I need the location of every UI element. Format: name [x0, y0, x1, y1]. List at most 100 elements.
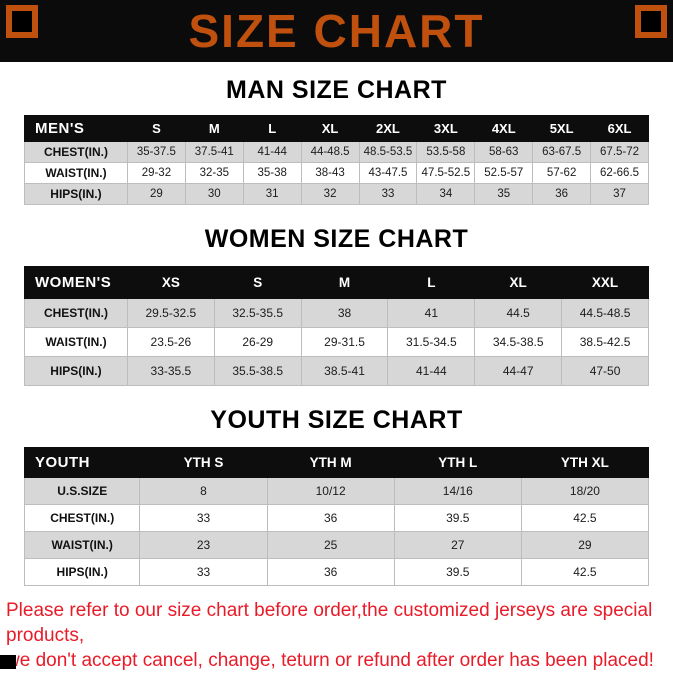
- size-value-cell: 31: [242, 183, 302, 205]
- table-row: HIPS(IN.) 33-35.5 35.5-38.5 38.5-41 41-44 44-…: [24, 356, 649, 386]
- measurement-label: HIPS(IN.): [24, 356, 128, 386]
- youth-section-heading: YOUTH SIZE CHART: [210, 406, 463, 434]
- size-value-cell: 34.5-38.5: [474, 327, 563, 357]
- size-value-cell: 29-32: [126, 162, 186, 184]
- size-header-cell: XXL: [561, 266, 649, 299]
- size-value-cell: 62-66.5: [590, 162, 649, 184]
- size-value-cell: 41: [387, 298, 476, 328]
- size-value-cell: 36: [532, 183, 592, 205]
- size-value-cell: 35.5-38.5: [213, 356, 302, 386]
- women-section-heading: WOMEN SIZE CHART: [204, 225, 469, 253]
- measurement-label: HIPS(IN.): [24, 183, 128, 205]
- size-value-cell: 27: [393, 531, 522, 559]
- table-row: CHEST(IN.) 29.5-32.5 32.5-35.5 38 41 44.5 44.5…: [24, 298, 649, 328]
- size-value-cell: 33: [358, 183, 418, 205]
- size-value-cell: 33: [139, 558, 268, 586]
- size-value-cell: 38-43: [300, 162, 360, 184]
- size-value-cell: 32.5-35.5: [213, 298, 302, 328]
- size-header-cell: S: [126, 115, 186, 142]
- men-section-heading: MAN SIZE CHART: [226, 76, 447, 104]
- size-value-cell: 36: [266, 504, 395, 532]
- size-value-cell: 43-47.5: [358, 162, 418, 184]
- size-value-cell: 37.5-41: [184, 141, 244, 163]
- size-header-cell: YTH S: [139, 447, 268, 478]
- size-value-cell: 44.5-48.5: [561, 298, 649, 328]
- size-header-cell: L: [242, 115, 302, 142]
- size-value-cell: 44-47: [474, 356, 563, 386]
- youth-size-table: YOUTH YTH S YTH M YTH L YTH XL U.S.SIZE 8 10/12…: [23, 447, 650, 586]
- size-value-cell: 29: [520, 531, 650, 559]
- size-value-cell: 58-63: [474, 141, 534, 163]
- size-value-cell: 42.5: [520, 558, 650, 586]
- size-value-cell: 57-62: [532, 162, 592, 184]
- size-value-cell: 37: [590, 183, 649, 205]
- size-value-cell: 10/12: [266, 477, 395, 505]
- table-row: WAIST(IN.) 29-32 32-35 35-38 38-43 43-47.5 47.…: [24, 162, 649, 184]
- size-value-cell: 41-44: [242, 141, 302, 163]
- size-value-cell: 63-67.5: [532, 141, 592, 163]
- measurement-label: CHEST(IN.): [24, 298, 128, 328]
- size-value-cell: 14/16: [393, 477, 522, 505]
- size-value-cell: 29: [126, 183, 186, 205]
- size-value-cell: 44-48.5: [300, 141, 360, 163]
- size-value-cell: 35-38: [242, 162, 302, 184]
- size-header-cell: XL: [300, 115, 360, 142]
- size-value-cell: 30: [184, 183, 244, 205]
- section-women: WOMEN SIZE CHART WOMEN'S XS S M L XL XXL CHEST(…: [24, 225, 649, 386]
- size-header-cell: M: [300, 266, 389, 299]
- size-header-cell: YTH XL: [520, 447, 650, 478]
- size-header-cell: S: [213, 266, 302, 299]
- size-value-cell: 48.5-53.5: [358, 141, 418, 163]
- table-row: HIPS(IN.) 33 36 39.5 42.5: [23, 558, 650, 586]
- size-value-cell: 39.5: [393, 504, 522, 532]
- size-value-cell: 47.5-52.5: [416, 162, 476, 184]
- measurement-label: WAIST(IN.): [24, 327, 128, 357]
- size-header-cell: L: [387, 266, 476, 299]
- notice-line-2: we don't accept cancel, change, teturn o…: [6, 650, 654, 672]
- banner: SIZE CHART: [0, 0, 673, 62]
- size-value-cell: 29-31.5: [300, 327, 389, 357]
- size-value-cell: 23: [139, 531, 268, 559]
- notice-line-1: Please refer to our size chart before or…: [6, 600, 653, 647]
- size-value-cell: 25: [266, 531, 395, 559]
- size-value-cell: 53.5-58: [416, 141, 476, 163]
- measurement-label: WAIST(IN.): [24, 162, 128, 184]
- size-header-cell: M: [184, 115, 244, 142]
- size-value-cell: 23.5-26: [126, 327, 215, 357]
- table-header-row: MEN'S S M L XL 2XL 3XL 4XL 5XL 6XL: [24, 115, 649, 142]
- size-value-cell: 33: [139, 504, 268, 532]
- measurement-label: CHEST(IN.): [23, 504, 141, 532]
- size-value-cell: 8: [139, 477, 268, 505]
- size-header-cell: XS: [126, 266, 215, 299]
- size-header-cell: 2XL: [358, 115, 418, 142]
- size-value-cell: 32-35: [184, 162, 244, 184]
- table-row: CHEST(IN.) 35-37.5 37.5-41 41-44 44-48.5 48.5…: [24, 141, 649, 163]
- size-charts: MAN SIZE CHART MEN'S S M L XL 2XL 3XL 4XL 5XL 6XL…: [0, 76, 673, 586]
- size-value-cell: 33-35.5: [126, 356, 215, 386]
- size-value-cell: 18/20: [520, 477, 650, 505]
- size-value-cell: 35: [474, 183, 534, 205]
- size-value-cell: 32: [300, 183, 360, 205]
- page-title: SIZE CHART: [188, 5, 485, 57]
- measurement-label: HIPS(IN.): [23, 558, 141, 586]
- corner-accent-left: [6, 5, 38, 38]
- section-youth: YOUTH SIZE CHART YOUTH YTH S YTH M YTH L YTH…: [23, 406, 650, 586]
- size-value-cell: 34: [416, 183, 476, 205]
- measurement-label: WAIST(IN.): [23, 531, 141, 559]
- size-value-cell: 38: [300, 298, 389, 328]
- size-value-cell: 67.5-72: [590, 141, 649, 163]
- size-header-cell: XL: [474, 266, 563, 299]
- size-header-cell: 3XL: [416, 115, 476, 142]
- table-row: WAIST(IN.) 23 25 27 29: [23, 531, 650, 559]
- women-size-table: WOMEN'S XS S M L XL XXL CHEST(IN.) 29.5-32.5 32.5…: [24, 266, 649, 386]
- size-header-cell: YTH L: [393, 447, 522, 478]
- size-value-cell: 42.5: [520, 504, 650, 532]
- section-men: MAN SIZE CHART MEN'S S M L XL 2XL 3XL 4XL 5XL 6XL…: [24, 76, 649, 205]
- size-header-cell: YTH M: [266, 447, 395, 478]
- size-value-cell: 31.5-34.5: [387, 327, 476, 357]
- table-header-row: YOUTH YTH S YTH M YTH L YTH XL: [23, 447, 650, 478]
- size-value-cell: 39.5: [393, 558, 522, 586]
- size-header-cell: 5XL: [532, 115, 592, 142]
- table-title-cell: MEN'S: [24, 115, 128, 142]
